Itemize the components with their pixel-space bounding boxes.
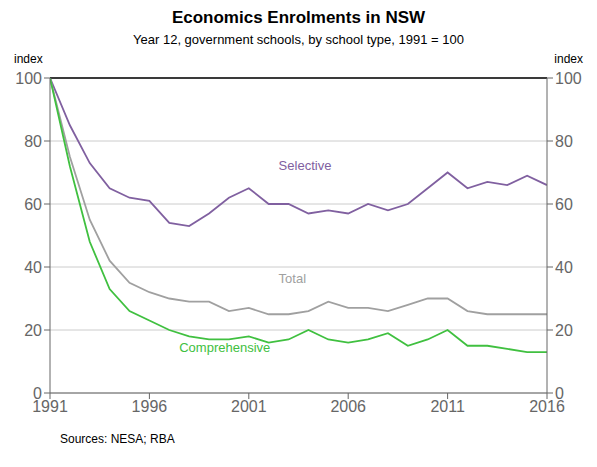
svg-text:40: 40 [24,259,42,276]
svg-text:20: 20 [24,322,42,339]
svg-text:60: 60 [24,196,42,213]
html-text:index: index [554,52,583,66]
svg-text:20: 20 [555,322,573,339]
svg-text:2016: 2016 [529,398,565,416]
svg-text:1991: 1991 [32,398,68,416]
svg-text:2006: 2006 [330,398,366,415]
svg-text:1996: 1996 [132,398,168,415]
svg-text:60: 60 [555,196,573,213]
svg-text:2001: 2001 [231,398,267,415]
svg-text:0: 0 [33,385,42,402]
svg-text:80: 80 [555,133,573,150]
svg-text:2011: 2011 [430,398,465,415]
svg-text:Selective: Selective [279,158,332,173]
html-text:Year 12, government schools, b: Year 12, government schools, by school t… [133,32,464,47]
svg-text:100: 100 [555,70,582,87]
svg-text:Comprehensive: Comprehensive [179,340,270,355]
svg-text:0: 0 [555,385,564,402]
html-text:Economics Enrolments in NSW: Economics Enrolments in NSW [171,8,426,27]
html-text:index: index [14,52,43,66]
svg-text:80: 80 [24,133,42,150]
html-text:Sources: NESA; RBA: Sources: NESA; RBA [60,432,175,446]
svg-text:Total: Total [279,271,307,286]
svg-text:40: 40 [555,259,573,276]
svg-text:100: 100 [15,70,42,87]
